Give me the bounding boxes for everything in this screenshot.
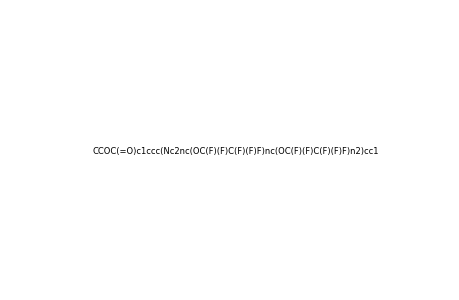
Text: CCOC(=O)c1ccc(Nc2nc(OC(F)(F)C(F)(F)F)nc(OC(F)(F)C(F)(F)F)n2)cc1: CCOC(=O)c1ccc(Nc2nc(OC(F)(F)C(F)(F)F)nc(… [92, 147, 378, 156]
